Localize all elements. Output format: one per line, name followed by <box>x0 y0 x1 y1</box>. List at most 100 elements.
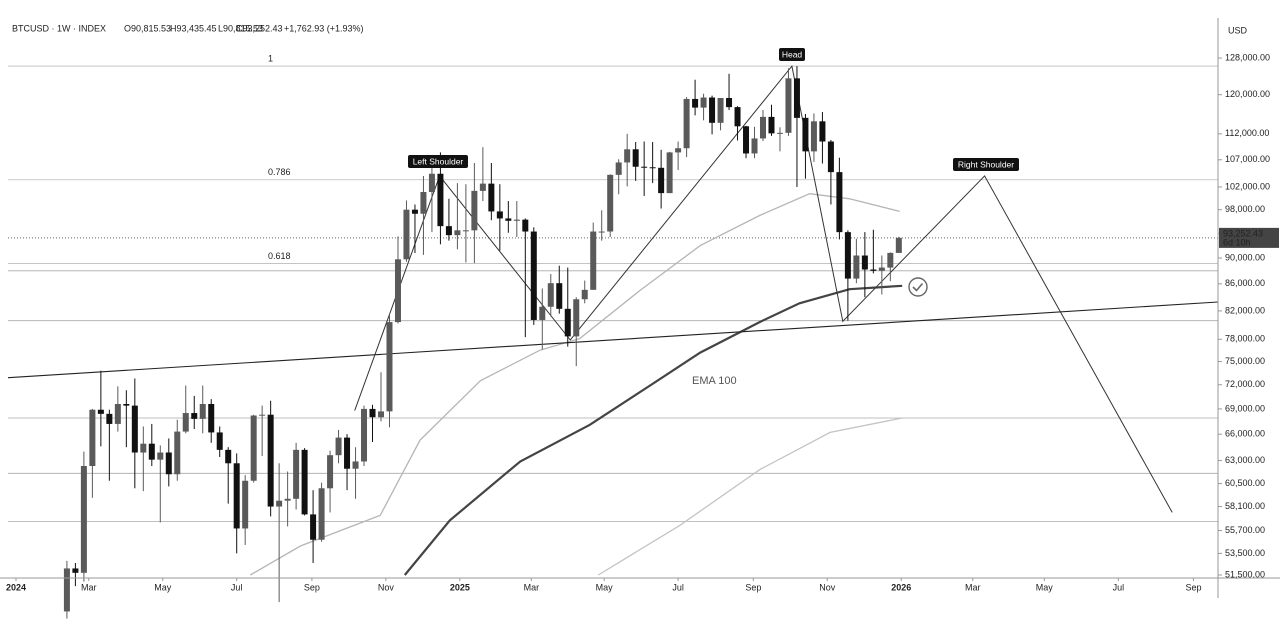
x-tick-label: Nov <box>378 582 395 592</box>
annotation: Right Shoulder <box>953 158 1019 171</box>
candle-body <box>106 413 113 424</box>
trend-line <box>403 284 903 576</box>
candle-body <box>683 98 690 149</box>
candle-body <box>97 409 104 414</box>
candle-body <box>437 173 444 227</box>
candle-body <box>140 443 147 453</box>
ohlc-high: H93,435.45 <box>170 23 217 33</box>
x-tick-label: Jul <box>231 582 243 592</box>
x-tick-label: May <box>154 582 172 592</box>
annotation-box <box>408 155 468 168</box>
y-tick-label: 112,000.00 <box>1225 128 1269 138</box>
candle-body <box>301 449 308 515</box>
candle-body <box>403 209 410 260</box>
y-tick-label: 60,500.00 <box>1225 478 1265 488</box>
candle-body <box>259 414 266 416</box>
candle-body <box>174 431 181 475</box>
x-tick-label: Jul <box>1113 582 1125 592</box>
candle-body <box>513 219 520 221</box>
candle-body <box>581 289 588 300</box>
y-tick-label: 107,000.00 <box>1225 154 1270 164</box>
y-tick-label: 55,700.00 <box>1225 525 1265 535</box>
candle-body <box>428 173 435 192</box>
candle-body <box>89 409 96 467</box>
candle-body <box>539 306 546 320</box>
candle-body <box>590 231 597 290</box>
annotation-text: Right Shoulder <box>958 159 1014 169</box>
x-tick-label: Sep <box>1185 582 1201 592</box>
candle-body <box>114 403 121 424</box>
candle-body <box>827 141 834 173</box>
candle-body <box>80 466 87 573</box>
candle-body <box>72 568 79 573</box>
candle-body <box>250 415 257 481</box>
candle-body <box>564 308 571 337</box>
candle-body <box>607 174 614 232</box>
candle-body <box>225 449 232 464</box>
candle-body <box>675 148 682 153</box>
candle-body <box>394 259 401 323</box>
x-tick-label: 2024 <box>6 582 26 592</box>
candle-body <box>233 463 240 529</box>
y-tick-label: 82,000.00 <box>1225 305 1265 315</box>
candle-body <box>496 211 503 219</box>
candle-body <box>547 283 554 307</box>
check-mark <box>912 282 924 292</box>
candle-body <box>284 498 291 501</box>
y-tick-label: 120,000.00 <box>1225 89 1270 99</box>
y-tick-label: 63,000.00 <box>1225 455 1265 465</box>
candle-body <box>641 166 648 168</box>
candle-body <box>471 190 478 231</box>
candle-body <box>242 480 249 529</box>
price-label-box <box>1219 227 1279 248</box>
candle-body <box>759 116 766 139</box>
candle-body <box>454 230 461 236</box>
candle-body <box>802 117 809 152</box>
fib-label: 0.786 <box>268 167 291 177</box>
candle-body <box>157 452 164 460</box>
candle-body <box>352 461 359 469</box>
candle-body <box>530 231 537 320</box>
ohlc-low: L90,815.53 <box>218 23 263 33</box>
ohlc-close: C93,252.43 <box>236 23 283 33</box>
currency: USD <box>1228 25 1248 35</box>
annotation-box <box>779 48 805 61</box>
candle-body <box>810 121 817 152</box>
candle-body <box>895 237 902 253</box>
candle-body <box>666 152 673 194</box>
x-tick-label: Nov <box>819 582 836 592</box>
candle-body <box>318 488 325 540</box>
annotation-text: Head <box>782 49 803 59</box>
candle-body <box>148 443 155 460</box>
candle-body <box>785 78 792 133</box>
candle-body <box>386 322 393 412</box>
y-tick-label: 75,000.00 <box>1225 356 1265 366</box>
candle-body <box>768 116 775 134</box>
background <box>0 0 1280 600</box>
symbol: BTCUSD · 1W · INDEX <box>12 23 106 33</box>
check-circle <box>908 277 928 297</box>
x-tick-label: 2026 <box>891 582 911 592</box>
candle-body <box>649 167 656 169</box>
candle-body <box>131 405 138 453</box>
x-tick-label: Jul <box>672 582 684 592</box>
candle-body <box>420 191 427 214</box>
candle-body <box>819 121 826 142</box>
candle-body <box>717 98 724 123</box>
plot: 1 0.786 0.618 <box>7 53 1219 619</box>
y-tick-label: 53,500.00 <box>1225 548 1265 558</box>
candle-body <box>377 411 384 418</box>
check-icon <box>908 277 928 297</box>
candle-body <box>369 408 376 418</box>
annotation: Left Shoulder <box>408 155 468 168</box>
countdown: 6d 10h <box>1223 237 1251 247</box>
candle-body <box>361 408 368 462</box>
candle-body <box>462 230 469 232</box>
fib-label: 0.618 <box>268 251 291 261</box>
y-tick-label: 90,000.00 <box>1225 252 1265 262</box>
x-tick-label: Mar <box>81 582 97 592</box>
candle-body <box>267 414 274 507</box>
candle-body <box>870 269 877 271</box>
candle-body <box>411 209 418 214</box>
